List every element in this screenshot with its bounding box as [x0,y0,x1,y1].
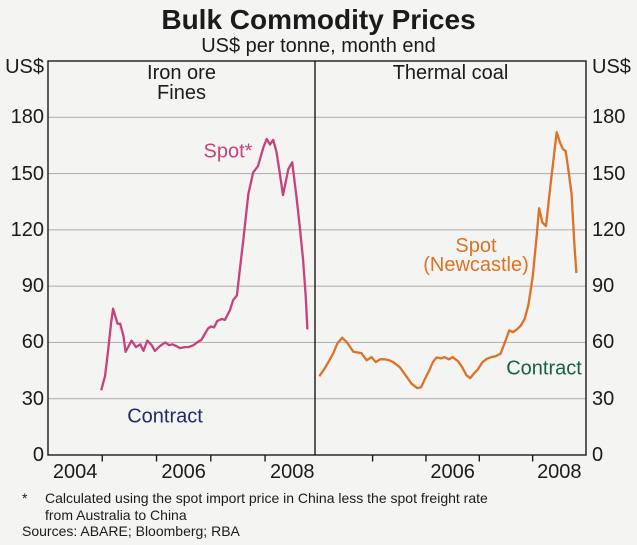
chart-title: Bulk Commodity Prices [161,4,476,35]
y-axis-label-right: 60 [592,331,615,354]
series-label-line: Spot [455,235,497,257]
y-axis-unit-left: US$ [5,56,44,78]
y-axis-label-right: 120 [592,218,626,241]
series-label-line: Spot* [203,140,253,163]
y-axis-label-left: 30 [21,387,44,410]
series-label: Spot (Newcastle) [423,235,529,276]
series-label: Spot* [203,140,253,163]
y-axis-label-right: 30 [592,387,615,410]
y-axis-label-left: 150 [10,162,44,185]
y-axis-label-left: 120 [10,218,44,241]
iron-ore-spot-line [100,137,309,391]
footnote: Calculated using the spot import price i… [45,490,570,523]
x-axis-label: 2006 [430,461,475,483]
y-axis-label-left: 0 [32,444,44,466]
series-label-line: Contract [127,405,203,428]
series-label: Contract [506,357,582,380]
y-axis-label-left: 90 [21,275,44,298]
chart-subtitle: US$ per tonne, month end [201,35,436,57]
series-label-line: Contract [506,357,582,380]
footnote-line: Calculated using the spot import price i… [45,490,488,506]
y-axis-label-left: 180 [10,106,44,129]
panel-title-line: Iron ore [147,62,216,84]
x-axis-label: 2004 [52,461,98,483]
footnote-marker: * [22,490,28,506]
x-axis-label: 2006 [161,461,206,483]
footnote-line: from Australia to China [45,506,187,523]
y-axis-unit-right: US$ [592,56,631,78]
series-label: Contract [127,405,203,428]
panel-title-line: Thermal coal [392,62,509,84]
sources-line: Sources: ABARE; Bloomberg; RBA [22,523,240,539]
y-axis-label-right: 150 [592,162,626,185]
y-axis-label-right: 180 [592,106,626,129]
y-axis-label-right: 0 [592,444,604,466]
panel-title-iron-ore: Iron ore Fines [48,63,315,103]
thermal-coal-spot-line [318,131,578,390]
x-axis-label: 2008 [269,461,315,483]
series-label-line: (Newcastle) [423,254,529,276]
panel-title-thermal-coal: Thermal coal [315,63,586,83]
x-axis-label: 2008 [537,461,582,483]
y-axis-label-left: 60 [21,331,44,354]
plot-frame [47,60,587,456]
panel-title-line: Fines [157,82,206,104]
y-axis-label-right: 90 [592,275,615,298]
